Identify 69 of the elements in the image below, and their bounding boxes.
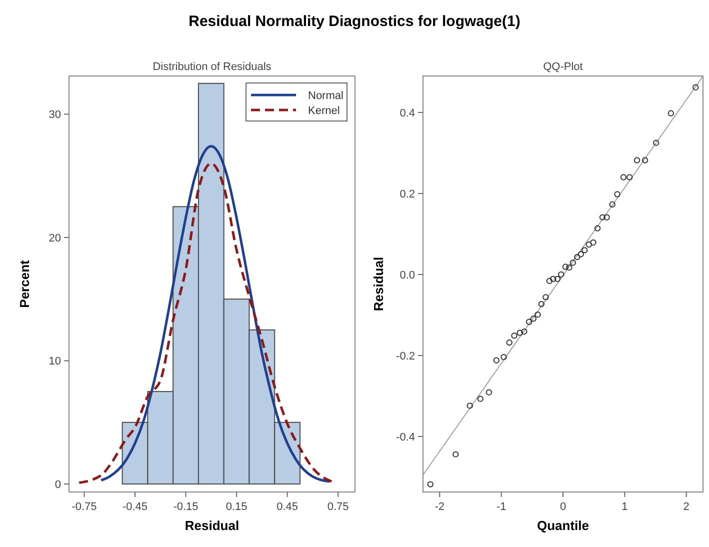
y-tick-label: 20 [48,232,61,244]
y-tick-label: 10 [48,356,61,368]
point [546,278,553,284]
point [530,316,536,322]
point [590,239,596,246]
point [668,110,674,116]
point [511,332,518,339]
point [554,276,561,282]
point [581,247,588,254]
point [692,84,699,90]
point [626,174,633,180]
point [566,264,572,271]
point [477,396,484,402]
y-axis-title: Percent [17,259,32,308]
x-axis-title: Residual [184,518,240,533]
x-tick-label: 0 [560,501,566,513]
legend-label: Kernel [308,105,340,117]
point [452,451,459,458]
point [604,214,610,220]
x-tick-label: -2 [434,501,445,513]
point [506,339,512,346]
point [558,271,564,278]
y-tick-label: -0.2 [396,350,415,362]
x-tick-label: 1 [622,501,628,513]
point [586,241,592,248]
x-tick-label: 0.15 [226,501,248,513]
point [609,201,616,208]
chart-subtitle: Distribution of Residuals [152,61,272,73]
point [620,174,627,180]
x-tick-label: 0.75 [327,501,349,513]
point [516,330,523,336]
x-axis-title: Quantile [536,518,590,533]
point [538,300,545,308]
y-tick-label: 30 [48,109,61,122]
y-tick-label: 0.2 [400,188,415,200]
chart-title: Residual Normality Diagnostics for logwage(1) [188,13,520,30]
x-tick-label: -1 [496,501,506,513]
y-tick-label: 0.0 [400,269,415,282]
x-tick-label: -0.45 [122,501,148,513]
point [599,214,606,220]
point [534,311,541,318]
point [486,389,492,396]
point [574,254,580,260]
point [542,294,549,300]
point [562,264,569,270]
x-tick-label: 2 [683,501,690,513]
chart-title: QQ-Plot [543,61,583,73]
y-tick-label: 0 [54,478,61,491]
x-tick-label: 0.45 [276,501,298,513]
point [521,328,528,335]
x-tick-label: -0.15 [173,501,198,513]
point [594,225,601,232]
point [614,191,620,198]
point [526,318,532,325]
y-tick-label: -0.4 [396,432,415,444]
point [570,260,576,266]
legend-label: Normal [308,90,344,102]
point [653,140,660,146]
point [466,402,473,409]
point [578,251,584,258]
point [493,357,500,364]
point [500,354,507,360]
point [634,157,640,164]
point [642,157,648,164]
y-tick-label: 0.4 [400,107,415,120]
y-axis-title: Residual [371,256,386,312]
point [550,276,556,282]
x-tick-label: -0.75 [72,501,97,513]
point [427,481,434,488]
